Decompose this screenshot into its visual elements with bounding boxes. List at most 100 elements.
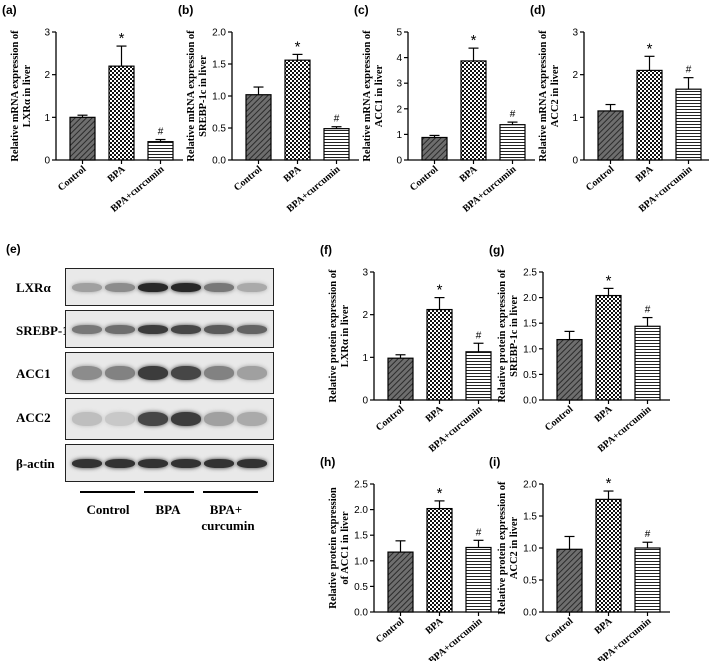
bar-a-1 [108, 65, 135, 161]
y-tick-label: 1 [572, 113, 578, 124]
blot-label-srebp1c: SREBP-1c [16, 323, 75, 338]
x-category-label: Control [374, 616, 407, 646]
x-category-label: BPA [634, 163, 656, 184]
y-tick-label: 0.5 [523, 576, 537, 587]
y-axis-label-f: Relative protein expression ofLXRα in li… [328, 269, 351, 402]
chart-svg-g: (g) Relative protein expression ofSREBP-1… [489, 243, 670, 455]
blot-band [237, 366, 267, 380]
y-tick-label: 0.0 [212, 156, 226, 167]
significance-hash: # [645, 529, 651, 540]
y-tick-label: 2.5 [523, 268, 537, 279]
y-tick-label: 0.0 [523, 608, 537, 619]
significance-hash: # [158, 127, 164, 138]
y-tick-label: 1.5 [523, 319, 537, 330]
blot-band [237, 412, 267, 426]
blot-band [72, 366, 102, 380]
bar-a-0 [69, 116, 96, 161]
panel-letter-h: (h) [320, 455, 335, 469]
blot-band [171, 282, 201, 292]
blot-band [237, 324, 267, 334]
y-tick-label: 2.0 [523, 480, 537, 491]
bar-b-2 [323, 128, 350, 161]
blot-band [237, 458, 267, 468]
significance-star: * [119, 30, 125, 47]
blot-band [105, 324, 135, 334]
group-label-bpa: BPA [155, 502, 181, 517]
panel-letter-a: (a) [2, 3, 17, 17]
chart-svg-i: (i) Relative protein expression ofACC2 in… [489, 455, 670, 661]
x-category-label: BPA [424, 615, 446, 636]
y-tick-label: 3 [44, 28, 50, 39]
x-category-label: BPA [458, 163, 480, 184]
chart-svg-d: (d) Relative mRNA expression ofACC2 in li… [530, 3, 709, 215]
panel-letter-g: (g) [489, 243, 504, 257]
y-tick-label: 0.5 [523, 370, 537, 381]
blot-band [204, 458, 234, 468]
panel-letter-b: (b) [178, 3, 193, 17]
blot-band [105, 282, 135, 292]
x-category-label: BPA [424, 403, 446, 424]
significance-star: * [437, 282, 443, 299]
blot-band [237, 282, 267, 292]
blot-band [204, 412, 234, 426]
panel-f: (f) Relative protein expression ofLXRα in… [318, 240, 501, 455]
bar-a-2 [147, 141, 174, 161]
y-tick-label: 1.0 [354, 556, 368, 567]
chart-svg-b: (b) Relative mRNA expression ofSREBP-1c i… [178, 3, 359, 215]
blot-band [138, 366, 168, 380]
blot-band [138, 458, 168, 468]
blot-band [105, 458, 135, 468]
blot-band [171, 324, 201, 334]
y-tick-label: 3 [396, 79, 402, 90]
x-category-label: BPA [593, 615, 615, 636]
blot-image-srebp1c [65, 310, 274, 348]
chart-svg-f: (f) Relative protein expression ofLXRα in… [320, 243, 501, 455]
bar-d-2 [675, 88, 702, 161]
panel-letter-c: (c) [354, 3, 369, 17]
blot-band [105, 412, 135, 426]
blot-label-beta-actin: β-actin [16, 456, 55, 471]
significance-hash: # [645, 305, 651, 316]
blot-band [138, 412, 168, 426]
bar-h-1 [426, 507, 453, 613]
significance-hash: # [476, 527, 482, 538]
blot-band [105, 366, 135, 380]
bar-c-1 [460, 60, 487, 161]
y-tick-label: 2.0 [354, 505, 368, 516]
y-tick-label: 0 [572, 156, 578, 167]
significance-hash: # [686, 65, 692, 76]
bar-f-0 [387, 357, 414, 401]
blot-band [72, 412, 102, 426]
panel-h: (h) Relative protein expressionof ACC1 in… [318, 452, 501, 661]
panel-letter-d: (d) [530, 3, 545, 17]
significance-star: * [606, 272, 612, 289]
group-line-bpa [144, 491, 194, 493]
panel-letter-i: (i) [489, 455, 500, 469]
x-category-label: Control [584, 164, 617, 194]
x-category-label: Control [543, 616, 576, 646]
y-tick-label: 0.0 [523, 396, 537, 407]
significance-star: * [471, 32, 477, 49]
chart-svg-c: (c) Relative mRNA expression ofACC1 in li… [354, 3, 535, 215]
bar-f-2 [465, 351, 492, 401]
significance-hash: # [510, 109, 516, 120]
y-tick-label: 1.5 [523, 512, 537, 523]
x-category-label: BPA [593, 403, 615, 424]
y-tick-label: 1.5 [212, 60, 226, 71]
blot-label-acc1: ACC1 [16, 366, 51, 381]
bar-h-0 [387, 551, 414, 613]
bar-g-2 [634, 325, 661, 401]
significance-star: * [437, 485, 443, 502]
bar-g-0 [556, 338, 583, 401]
blot-band [138, 324, 168, 334]
blot-image-lxra [65, 268, 274, 306]
bar-d-1 [636, 69, 663, 161]
y-tick-label: 0 [44, 156, 50, 167]
bar-b-0 [245, 94, 272, 161]
blot-band [171, 412, 201, 426]
blot-label-lxra: LXRα [16, 280, 51, 295]
panel-letter-f: (f) [320, 243, 332, 257]
group-label-bpa-plus: BPA+ [209, 502, 243, 517]
y-tick-label: 1.0 [523, 544, 537, 555]
panel-c: (c) Relative mRNA expression ofACC1 in li… [352, 0, 535, 215]
